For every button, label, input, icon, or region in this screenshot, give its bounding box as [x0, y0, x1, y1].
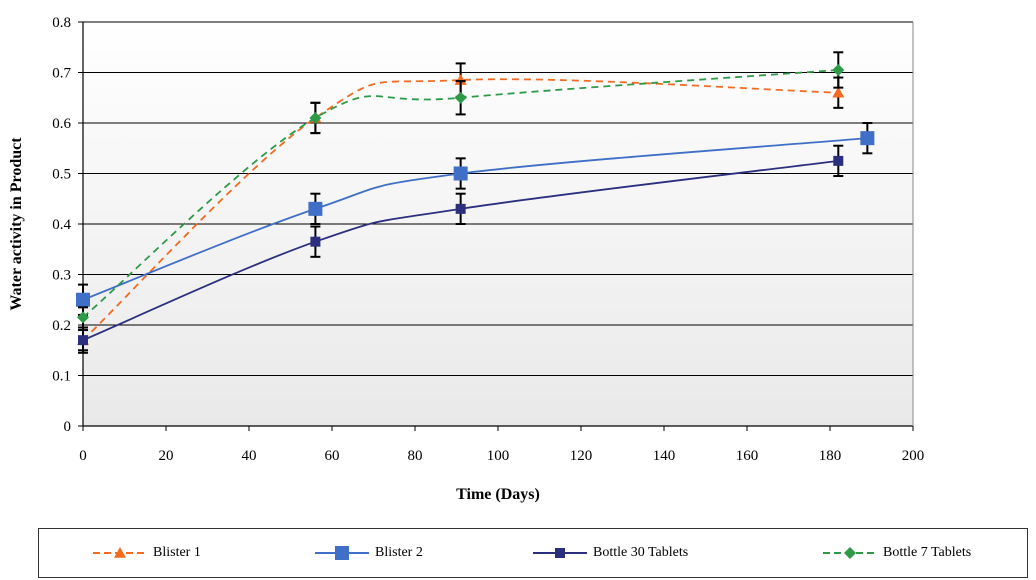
legend-label-bottle-7: Bottle 7 Tablets — [883, 545, 972, 560]
y-axis-title: Water activity in Product — [8, 137, 25, 311]
legend-item-bottle-30: Bottle 30 Tablets — [531, 543, 688, 563]
y-tick-label: 0.4 — [52, 217, 71, 233]
x-tick-label: 120 — [570, 448, 593, 464]
data-point — [860, 131, 875, 146]
data-point — [832, 86, 845, 98]
legend-label-blister-1: Blister 1 — [153, 545, 201, 560]
data-point — [76, 292, 90, 307]
data-point — [454, 74, 467, 85]
x-tick-label: 180 — [819, 448, 842, 464]
data-point — [832, 63, 845, 76]
series-2 — [78, 144, 844, 354]
legend-item-bottle-7: Bottle 7 Tablets — [821, 543, 971, 563]
x-axis-title: Time (Days) — [456, 486, 540, 503]
legend-label-blister-2: Blister 2 — [375, 545, 423, 560]
legend-item-blister-2: Blister 2 — [313, 543, 423, 563]
data-point — [78, 335, 88, 346]
legend: Blister 1 Blister 2 Bottle 30 Tablets Bo… — [38, 528, 1028, 578]
x-tick-label: 160 — [736, 448, 759, 464]
x-tick-label: 40 — [242, 448, 257, 464]
legend-item-blister-1: Blister 1 — [91, 543, 201, 563]
legend-swatch-blister-1 — [93, 547, 147, 558]
legend-swatch-bottle-7 — [823, 547, 877, 559]
series-line — [82, 78, 839, 341]
data-point — [455, 203, 466, 214]
y-tick-label: 0.6 — [52, 116, 71, 132]
x-tick-label: 20 — [159, 448, 174, 464]
series-line — [82, 159, 839, 341]
y-tick-label: 0.2 — [52, 318, 71, 334]
y-tick-labels: 0 0.1 0.2 0.3 0.4 0.5 0.6 0.7 0.8 — [52, 15, 71, 435]
legend-swatch-blister-2 — [315, 546, 369, 560]
x-tick-label: 200 — [902, 448, 925, 464]
legend-marker — [844, 547, 856, 559]
legend-label-bottle-30: Bottle 30 Tablets — [593, 545, 689, 560]
data-point — [310, 236, 321, 247]
series-3 — [77, 51, 845, 329]
data-point — [833, 155, 844, 166]
data-point — [454, 91, 467, 104]
x-tick-label: 80 — [408, 448, 423, 464]
axes — [78, 21, 914, 431]
data-point — [309, 111, 322, 124]
data-point — [308, 201, 323, 216]
y-tick-label: 0.1 — [52, 369, 71, 385]
y-tick-label: 0.8 — [52, 15, 71, 31]
series-line — [82, 137, 868, 301]
series-1 — [76, 122, 875, 316]
data-point — [77, 311, 89, 324]
y-tick-label: 0.5 — [52, 167, 71, 183]
legend-marker — [335, 546, 349, 560]
x-tick-labels: 0 20 40 60 80 100 120 140 160 180 200 — [79, 448, 924, 464]
legend-marker — [114, 547, 126, 558]
data-point — [453, 166, 468, 181]
legend-marker — [555, 548, 565, 558]
y-tick-label: 0.3 — [52, 268, 71, 284]
x-tick-label: 140 — [653, 448, 676, 464]
water-activity-chart: 0 0.1 0.2 0.3 0.4 0.5 0.6 0.7 0.8 0 20 40 60 80 100 12… — [8, 15, 924, 503]
y-tick-label: 0.7 — [52, 66, 71, 82]
legend-swatch-bottle-30 — [533, 548, 587, 558]
x-tick-label: 60 — [325, 448, 340, 464]
y-tick-label: 0 — [64, 419, 72, 435]
x-tick-label: 100 — [487, 448, 510, 464]
gridlines — [83, 21, 913, 376]
series-layer — [76, 51, 875, 354]
x-tick-label: 0 — [79, 448, 87, 464]
